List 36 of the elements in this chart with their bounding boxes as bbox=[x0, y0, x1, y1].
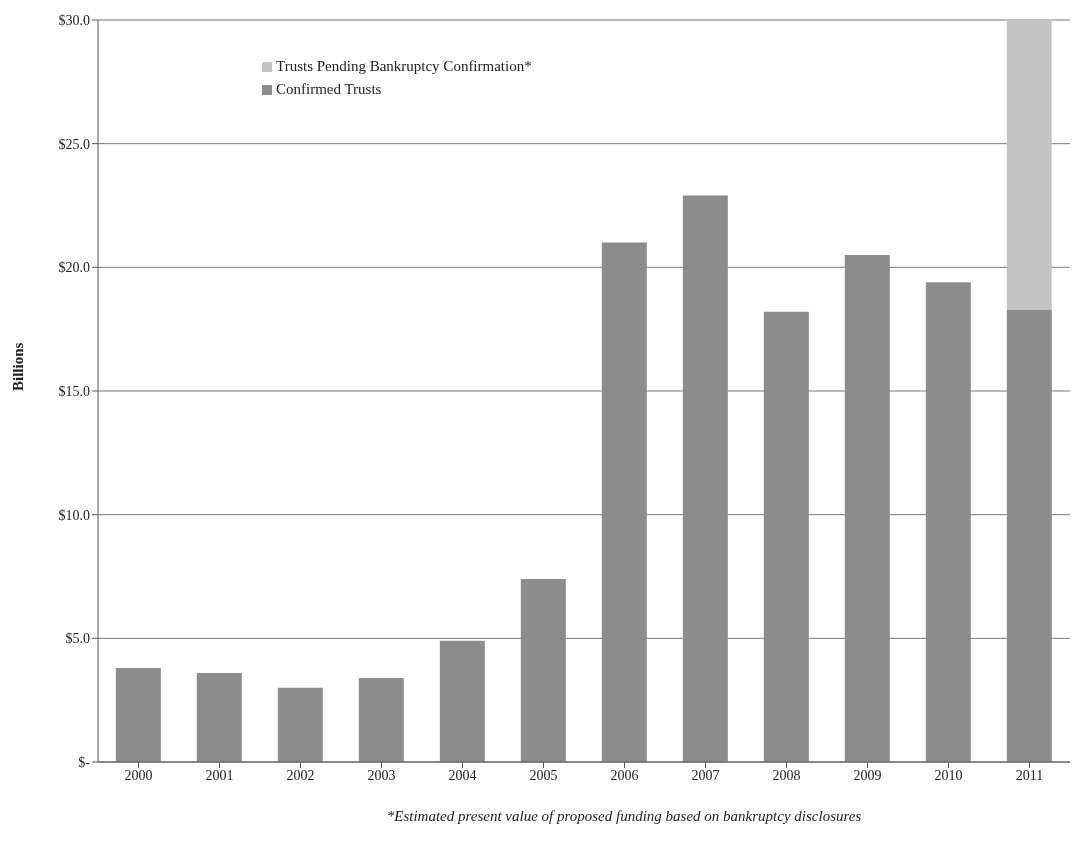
bar bbox=[1006, 309, 1052, 762]
x-tick-label: 2006 bbox=[610, 767, 639, 783]
legend-label: Trusts Pending Bankruptcy Confirmation* bbox=[275, 58, 532, 75]
legend-label: Confirmed Trusts bbox=[275, 81, 383, 98]
bar bbox=[763, 311, 809, 762]
y-tick-label: $5.0 bbox=[65, 631, 90, 647]
x-tick-label: 2008 bbox=[772, 767, 801, 783]
bar bbox=[682, 195, 728, 762]
y-axis-title: Billions bbox=[10, 342, 27, 391]
x-tick-label: 2010 bbox=[934, 767, 963, 783]
y-tick-label: $10.0 bbox=[58, 507, 90, 523]
x-tick-label: 2005 bbox=[529, 767, 558, 783]
y-tick-label: $20.0 bbox=[58, 260, 90, 276]
bar bbox=[1006, 20, 1052, 310]
bar bbox=[196, 672, 242, 762]
x-tick-label: 2011 bbox=[1015, 767, 1044, 783]
bar bbox=[115, 668, 161, 762]
text: *Estimated present value of proposed funding based on bankruptcy disclosures bbox=[385, 808, 863, 825]
bar bbox=[601, 242, 647, 762]
y-tick-label: $30.0 bbox=[58, 12, 90, 28]
y-tick-label: $- bbox=[78, 754, 91, 770]
x-tick-label: 2001 bbox=[205, 767, 234, 783]
x-tick-label: 2002 bbox=[286, 767, 315, 783]
bar bbox=[520, 578, 566, 762]
bar bbox=[277, 687, 323, 762]
x-tick-label: 2009 bbox=[853, 767, 882, 783]
bar bbox=[358, 677, 404, 762]
x-tick-label: 2003 bbox=[367, 767, 396, 783]
y-tick-label: $15.0 bbox=[58, 383, 90, 399]
bar bbox=[925, 282, 971, 762]
bar bbox=[844, 254, 890, 762]
x-tick-label: 2004 bbox=[448, 767, 477, 783]
bar bbox=[439, 640, 485, 762]
y-tick-label: $25.0 bbox=[58, 136, 90, 152]
x-tick-label: 2007 bbox=[691, 767, 720, 783]
x-tick-label: 2000 bbox=[124, 767, 153, 783]
